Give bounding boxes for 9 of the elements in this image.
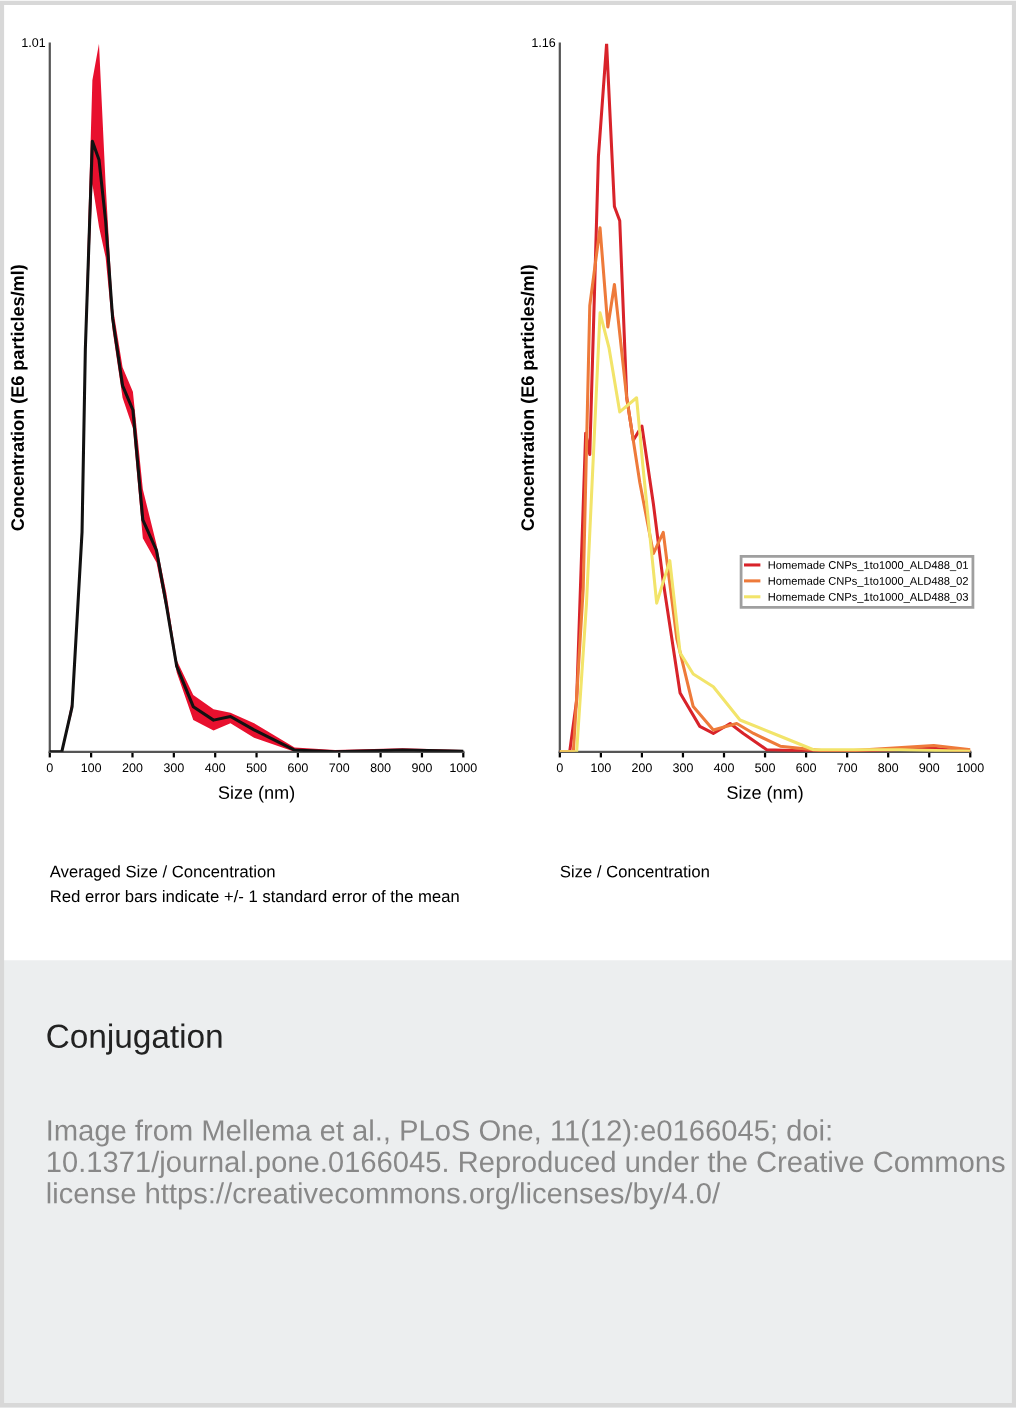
x-axis-title: Size (nm) — [218, 785, 295, 803]
text: Size / Concentration — [560, 865, 709, 878]
text: Red error bars indicate +/- 1 standard error of the mean — [51, 889, 459, 903]
y-axis-title: Concentration (E6 particles/ml) — [520, 265, 538, 531]
y-axis-title: Concentration (E6 particles/ml) — [10, 265, 28, 531]
x-axis-title: Size (nm) — [727, 785, 803, 803]
text: Image from Mellema et al., PLoS One, 11(12):e0166045; doi: 10.1371/journal.pone.0166045. Reproduced under the Creative Commons license https://creativecommons.org/licenses/by/4.0/ — [47, 1119, 1005, 1210]
text: Conjugation — [47, 1023, 222, 1055]
text: Averaged Size / Concentration — [49, 865, 275, 881]
